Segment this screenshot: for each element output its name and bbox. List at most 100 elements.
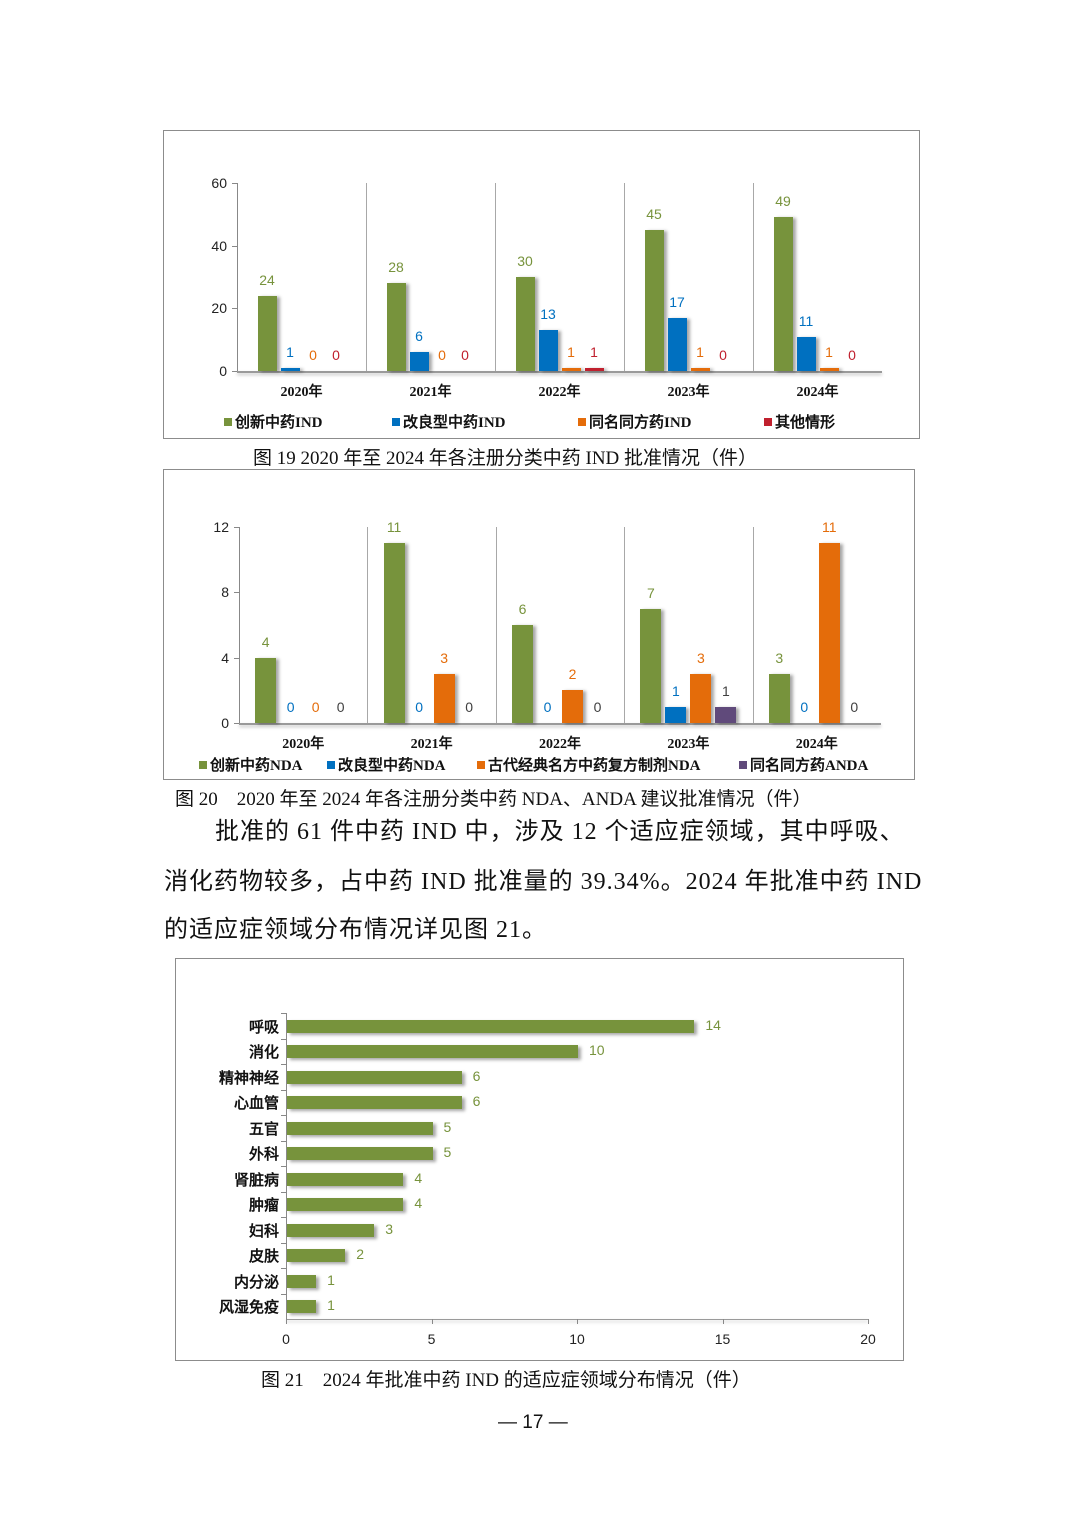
y-tick-mark [281,1115,286,1116]
y-tick-label: 12 [213,519,229,535]
x-category-label: 2023年 [667,737,710,752]
data-label: 0 [850,699,859,715]
x-tick-mark [577,1319,578,1324]
bar-1 [383,543,405,723]
bar [287,1223,375,1237]
y-tick-mark [281,1064,286,1065]
legend-swatch-blue [327,760,335,769]
y-tick-label: 0 [219,363,227,379]
data-label: 0 [286,699,295,715]
bar-1 [255,657,277,723]
legend-item: 改良型中药IND [392,411,578,432]
figure-20-frame: 0 4 8 12 4 0 0 0 2020年 11 0 3 0 2021年 6 0 2 0 2022年 7 1 3 1 202… [163,469,915,780]
data-label: 3 [775,650,784,666]
y-tick-label: 20 [211,300,227,317]
data-label: 3 [440,650,448,666]
y-axis [286,1013,287,1319]
data-label: 30 [517,253,533,269]
data-label: 6 [472,1093,481,1110]
bar-3 [818,543,840,723]
y-tick-mark [281,1191,286,1193]
legend-item: 创新中药IND [224,411,392,432]
figure-20-plot: 0 4 8 12 4 0 0 0 2020年 11 0 3 0 2021年 6 0 2 0 2022年 7 1 3 1 202… [164,470,916,781]
data-label: 1 [327,1297,335,1314]
bar-2 [667,317,687,371]
data-label: 10 [589,1042,605,1059]
data-label: 0 [336,699,345,715]
data-label: 1 [696,343,704,360]
legend-item: 创新中药NDA [199,754,327,775]
body-paragraph-line-1: 批准的 61 件中药 IND 中，涉及 12 个适应症领域，其中呼吸、 [215,819,905,845]
bar [287,1198,404,1212]
data-label: 6 [415,328,423,345]
x-category-label: 2022年 [538,385,581,400]
data-label: 4 [414,1169,423,1186]
legend-swatch-blue [392,417,400,426]
y-tick-label: 0 [221,715,229,731]
data-label: 0 [309,347,317,363]
x-tick-label: 20 [860,1331,876,1347]
data-label: 0 [593,699,602,715]
data-label: 5 [443,1144,452,1161]
bar-4 [584,367,604,371]
y-tick-mark [232,371,237,372]
data-label: 11 [386,519,402,536]
y-category-label: 外科 [248,1147,279,1164]
y-category-label: 心血管 [233,1096,279,1113]
legend-swatch-purple [739,760,747,769]
bar-3 [562,690,583,723]
legend-label: 改良型中药NDA [338,758,446,774]
x-tick-mark [868,1319,869,1324]
category-separator [495,183,496,371]
bar-3 [819,367,839,371]
data-label: 1 [590,343,598,360]
y-category-label: 妇科 [248,1223,279,1240]
data-label: 49 [775,193,791,210]
figure-21-frame: 0 5 10 15 20 呼吸 14 消化 10 精神神经 6 心血管 6 五官 5 外科 5 肾脏病 4 肿瘤 4 妇科… [175,958,904,1361]
data-label: 0 [465,699,473,715]
data-label: 14 [705,1016,721,1033]
data-label: 45 [646,206,662,222]
x-category-label: 2021年 [409,385,452,400]
data-label: 24 [259,271,275,288]
y-category-label: 消化 [248,1045,279,1062]
y-category-label: 风湿免疫 [218,1300,279,1317]
data-label: 6 [472,1067,481,1084]
bar [287,1249,346,1263]
bar-2 [409,352,429,371]
figure-19-frame: 0 20 40 60 24 1 0 0 2020年 28 6 0 0 2021年 30 13 1 1 2022年 45… [163,130,920,439]
data-label: 0 [543,699,552,715]
data-label: 2 [356,1246,364,1263]
data-label: 28 [388,259,404,276]
legend-label: 其他情形 [775,415,836,431]
x-category-label: 2022年 [539,737,581,752]
legend-label: 同名同方药ANDA [750,758,869,774]
y-category-label: 五官 [248,1121,279,1138]
x-tick-label: 5 [427,1331,436,1347]
x-axis [239,723,881,725]
bar [287,1070,462,1084]
legend-item: 古代经典名方中药复方制剂NDA [477,754,739,775]
body-paragraph-line-3: 的适应症领域分布情况详见图 21。 [164,917,547,943]
legend-swatch-orange [578,417,586,426]
y-tick-label: 60 [211,175,227,191]
data-label: 5 [443,1118,452,1135]
data-label: 6 [518,601,527,617]
figure-20-caption: 图 20 2020 年至 2024 年各注册分类中药 NDA、ANDA 建议批准… [175,789,812,810]
y-tick-mark [281,1217,286,1218]
bar-2 [280,367,300,371]
bar [287,1045,578,1059]
data-label: 1 [721,682,730,699]
data-label: 0 [461,347,469,363]
legend-item: 改良型中药NDA [327,754,477,775]
bar-4 [715,706,737,723]
y-category-label: 皮肤 [248,1249,279,1266]
data-label: 4 [261,633,270,650]
data-label: 1 [567,343,575,360]
y-category-label: 肿瘤 [248,1198,279,1215]
data-label: 17 [669,293,685,310]
figure-21-caption: 图 21 2024 年批准中药 IND 的适应症领域分布情况（件） [261,1370,751,1391]
y-tick-mark [281,1038,286,1040]
data-label: 1 [327,1271,335,1288]
x-tick-label: 0 [282,1331,290,1347]
